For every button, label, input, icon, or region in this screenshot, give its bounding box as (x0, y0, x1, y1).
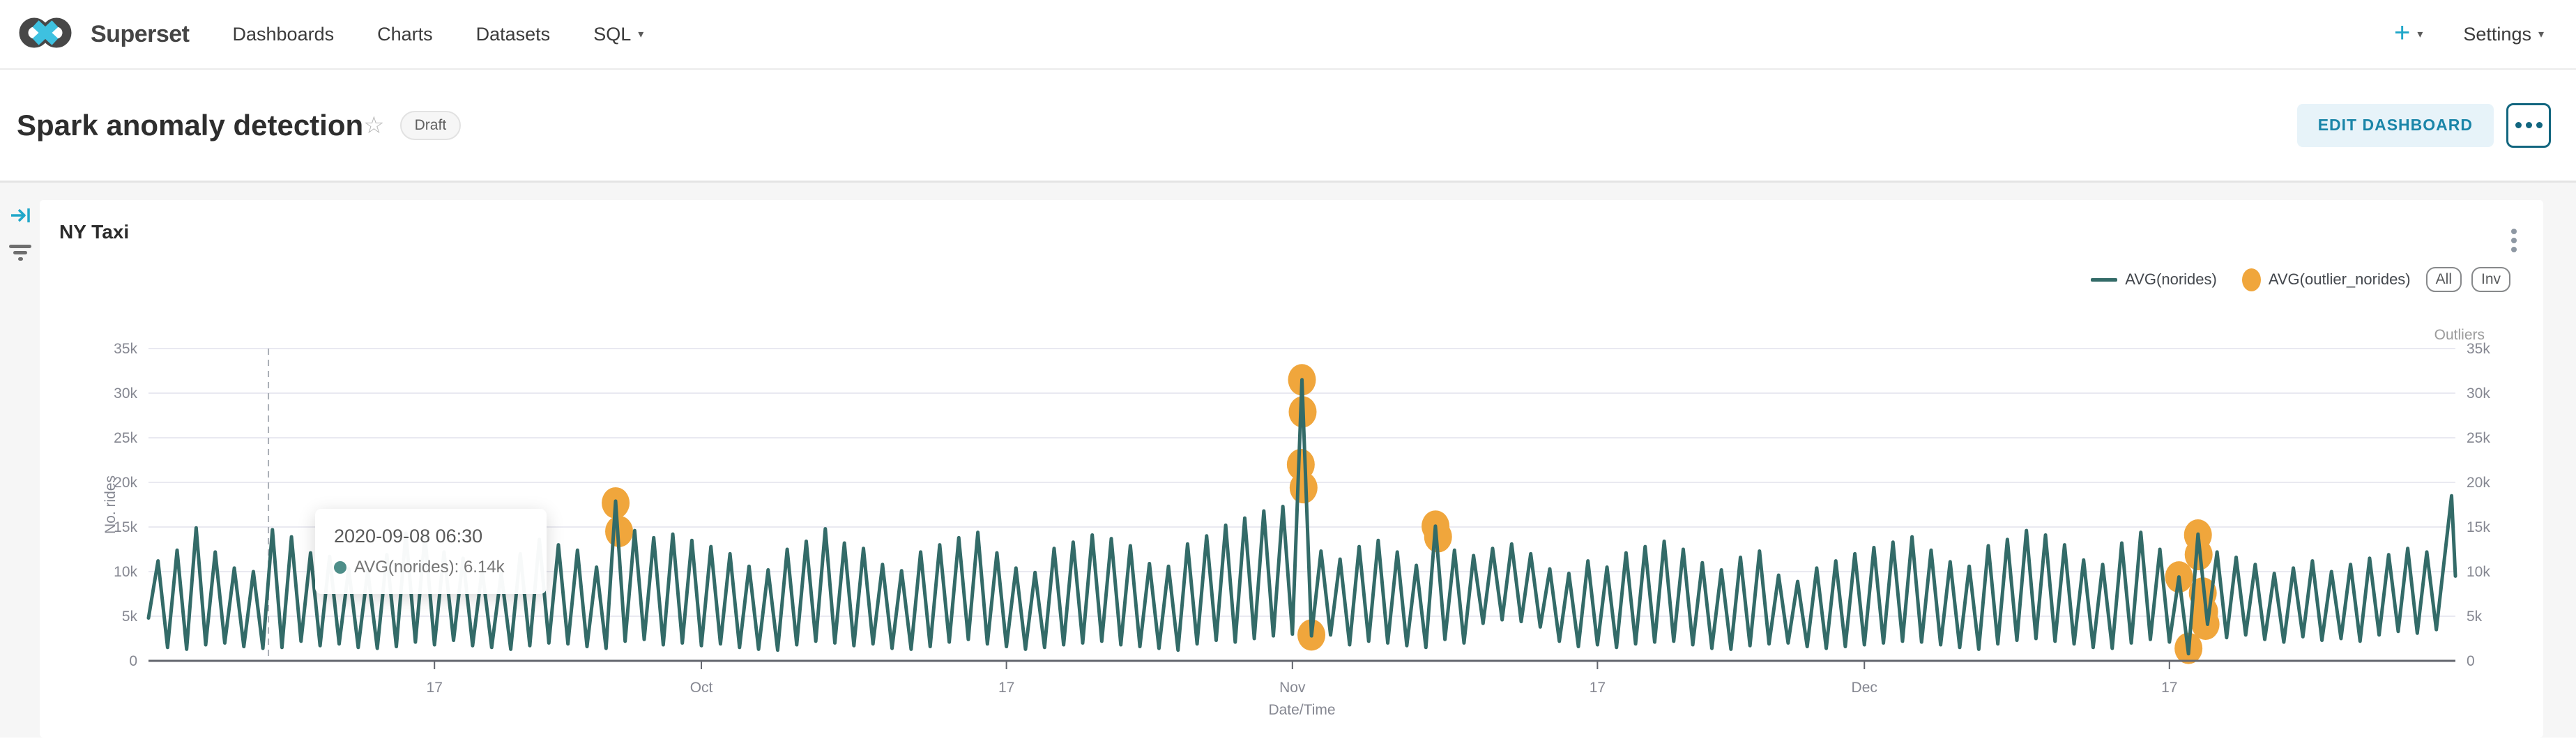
tooltip-value: AVG(norides): 6.14k (354, 558, 505, 576)
tooltip-datetime: 2020-09-08 06:30 (334, 526, 483, 547)
chart-tooltip: 2020-09-08 06:30 AVG(norides): 6.14k (315, 509, 547, 594)
caret-down-icon: ▾ (2417, 29, 2423, 40)
svg-text:Oct: Oct (690, 680, 713, 696)
draft-status-badge: Draft (399, 110, 462, 140)
svg-text:5k: 5k (122, 609, 138, 625)
svg-text:10k: 10k (114, 564, 137, 580)
brand-text: Superset (91, 20, 190, 47)
svg-text:No. rides: No. rides (102, 475, 119, 534)
svg-text:Nov: Nov (1279, 680, 1306, 696)
legend-all-button[interactable]: All (2425, 267, 2462, 292)
svg-text:15k: 15k (2467, 519, 2490, 535)
svg-text:25k: 25k (2467, 430, 2490, 446)
svg-text:20k: 20k (114, 475, 137, 491)
legend-item-norides[interactable]: AVG(norides) (2091, 270, 2217, 289)
plus-icon: + (2394, 17, 2411, 48)
favorite-star-icon[interactable]: ☆ (363, 112, 385, 139)
caret-down-icon: ▾ (2538, 29, 2544, 40)
nav-item-sql[interactable]: SQL ▾ (593, 23, 644, 45)
svg-text:17: 17 (1590, 680, 1606, 696)
chart-legend: AVG(norides) AVG(outlier_norides) All In… (2091, 267, 2510, 292)
svg-text:25k: 25k (114, 430, 137, 446)
superset-infinity-icon (17, 10, 79, 59)
svg-text:35k: 35k (2467, 341, 2490, 357)
filter-bar-rail (0, 200, 40, 261)
legend-toggle-buttons: All Inv (2425, 267, 2510, 292)
settings-menu[interactable]: Settings ▾ (2463, 24, 2544, 45)
new-item-button[interactable]: + ▾ (2394, 17, 2423, 48)
svg-text:15k: 15k (114, 519, 137, 535)
circle-swatch-icon (2241, 268, 2261, 291)
settings-label: Settings (2463, 23, 2531, 45)
dashboard-content: NY Taxi AVG(norides) AVG(outlier_norides… (0, 183, 2576, 738)
chart-kebab-menu[interactable] (2511, 225, 2517, 256)
svg-text:Dec: Dec (1852, 680, 1877, 696)
svg-text:30k: 30k (114, 385, 137, 402)
nav-item-charts[interactable]: Charts (377, 23, 433, 45)
top-navbar: Superset Dashboards Charts Datasets SQL … (0, 0, 2576, 70)
timeseries-chart[interactable]: 0 0 5k 5k 10k 10k 15k 15k 20k 20k 25k 25k 30k 30k 35k 3… (40, 200, 2543, 738)
legend-inv-button[interactable]: Inv (2471, 267, 2510, 292)
svg-text:0: 0 (2467, 653, 2475, 669)
chart-title: NY Taxi (59, 221, 130, 243)
legend-label: AVG(outlier_norides) (2268, 270, 2411, 288)
header-actions: EDIT DASHBOARD (2296, 102, 2551, 148)
svg-text:5k: 5k (2467, 609, 2483, 625)
ellipsis-icon (2513, 120, 2545, 130)
nav-menu: Dashboards Charts Datasets SQL ▾ (233, 24, 644, 45)
dashboard-header: Spark anomaly detection ☆ Draft EDIT DAS… (0, 70, 2576, 183)
series-marker-icon (334, 561, 346, 574)
filter-bars-icon (8, 245, 32, 264)
nav-item-dashboards[interactable]: Dashboards (232, 23, 335, 45)
more-options-button[interactable] (2506, 102, 2551, 148)
page-title: Spark anomaly detection (17, 108, 364, 142)
svg-text:20k: 20k (2467, 475, 2490, 491)
svg-text:17: 17 (427, 680, 443, 696)
svg-text:10k: 10k (2467, 564, 2490, 580)
caret-down-icon: ▾ (638, 29, 644, 40)
svg-text:35k: 35k (114, 341, 137, 357)
navbar-right: + ▾ Settings ▾ (2394, 17, 2544, 48)
edit-dashboard-button[interactable]: EDIT DASHBOARD (2296, 103, 2494, 147)
svg-text:17: 17 (2161, 680, 2177, 696)
arrow-to-right-icon (9, 208, 31, 228)
svg-text:0: 0 (129, 653, 137, 669)
line-swatch-icon (2091, 277, 2118, 282)
svg-text:Date/Time: Date/Time (1268, 702, 1335, 718)
legend-item-outlier-norides[interactable]: AVG(outlier_norides) (2241, 268, 2411, 291)
svg-text:17: 17 (998, 680, 1014, 696)
superset-logo[interactable]: Superset (17, 10, 190, 59)
outliers-caption: Outliers (2434, 327, 2485, 343)
expand-filter-bar-button[interactable] (9, 206, 31, 225)
nav-item-datasets[interactable]: Datasets (475, 23, 551, 45)
svg-text:30k: 30k (2467, 385, 2490, 402)
legend-label: AVG(norides) (2125, 270, 2217, 288)
chart-card-ny-taxi: NY Taxi AVG(norides) AVG(outlier_norides… (40, 200, 2543, 738)
filter-count-button[interactable] (8, 243, 32, 261)
